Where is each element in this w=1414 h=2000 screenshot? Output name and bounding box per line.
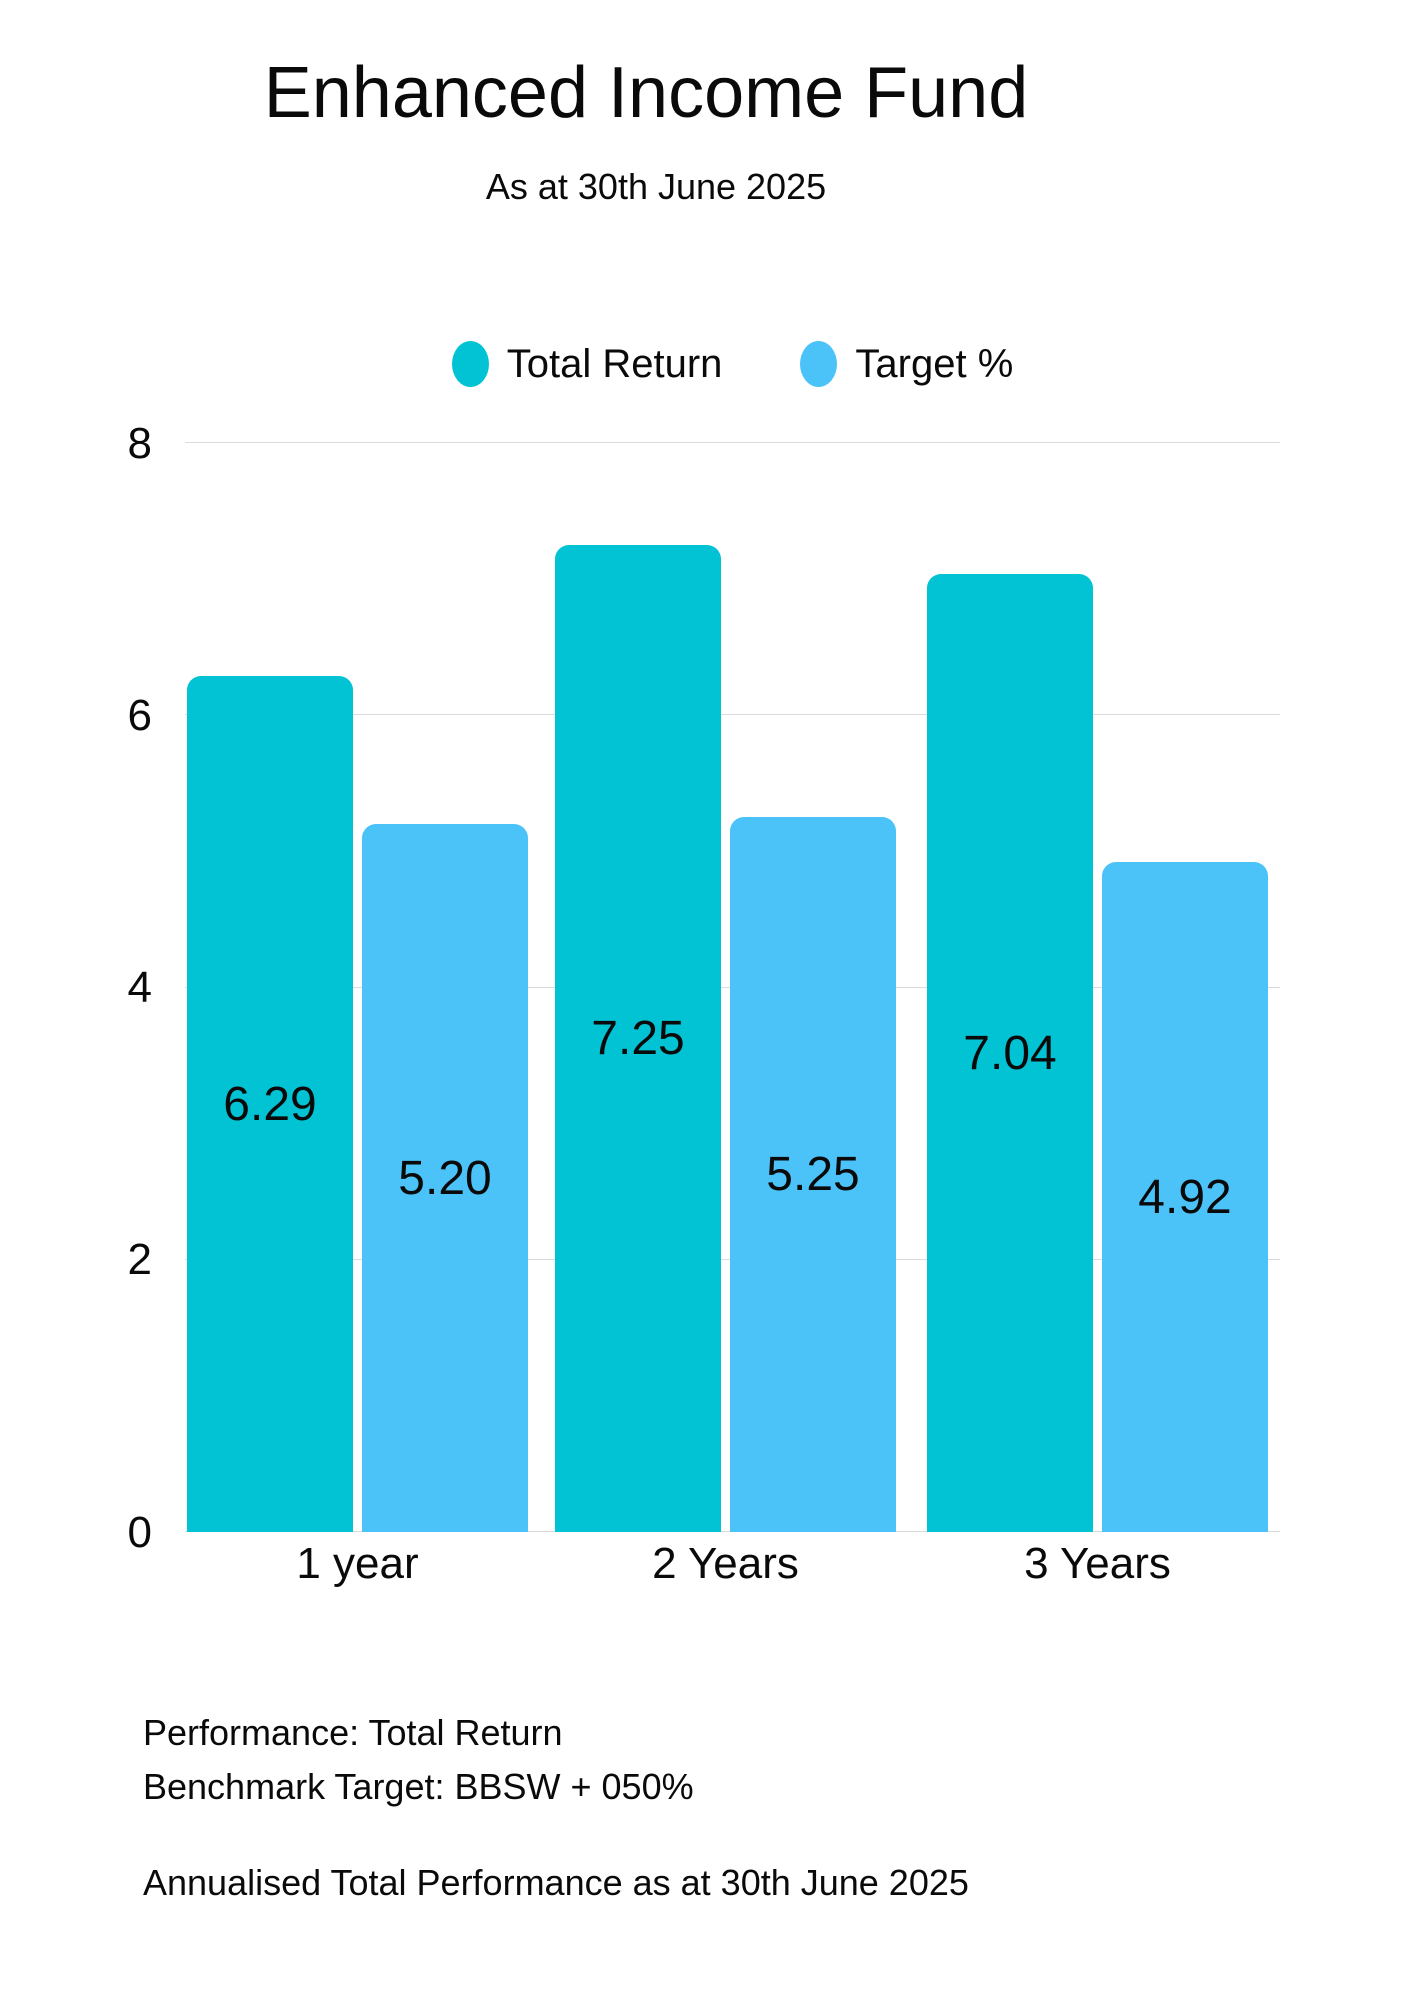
bar-target-2-years: 5.25 bbox=[730, 817, 896, 1532]
legend-item-label: Target % bbox=[855, 341, 1014, 386]
legend-item-label: Total Return bbox=[506, 341, 723, 386]
bar-total-return-3-years: 7.04 bbox=[927, 574, 1093, 1532]
bar-total-return-1-year: 6.29 bbox=[187, 676, 353, 1532]
x-axis-label-1-year: 1 year bbox=[296, 1539, 419, 1588]
y-axis-tick-label-2: 2 bbox=[127, 1235, 152, 1285]
bar-value-label: 4.92 bbox=[1138, 1170, 1232, 1224]
bar-group-3-years: 7.04 4.92 bbox=[927, 443, 1268, 1532]
bar-target-3-years: 4.92 bbox=[1102, 862, 1268, 1532]
bar-total-return-2-years: 7.25 bbox=[555, 545, 721, 1532]
y-axis-tick-label-8: 8 bbox=[127, 418, 152, 468]
bar-group-1-year: 6.29 5.20 bbox=[187, 443, 528, 1532]
gridline-8 bbox=[185, 442, 1280, 443]
legend-item-total-return: Total Return bbox=[451, 341, 723, 387]
chart-subtitle: As at 30th June 2025 bbox=[485, 166, 827, 207]
gridline-6 bbox=[185, 714, 1280, 716]
bar-value-label: 5.20 bbox=[398, 1151, 492, 1205]
bar-value-label: 7.04 bbox=[963, 1026, 1057, 1080]
bar-value-label: 5.25 bbox=[766, 1148, 860, 1201]
legend-item-target: Target % bbox=[800, 341, 1013, 387]
bar-group-2-years: 7.25 5.25 bbox=[555, 443, 896, 1532]
x-axis-label-2-years: 2 Years bbox=[652, 1539, 799, 1588]
y-axis-tick-label-4: 4 bbox=[127, 963, 152, 1012]
chart-legend: Total Return Target % bbox=[185, 338, 1280, 390]
footer-annualised-note: Annualised Total Performance as at 30th … bbox=[143, 1862, 969, 1903]
legend-dot-icon bbox=[451, 341, 489, 387]
plot-area: 6.29 5.20 1 year 7.25 5.25 2 Years 7.04 4.92 3 Y… bbox=[185, 442, 1280, 1588]
bar-target-1-year: 5.20 bbox=[362, 824, 528, 1532]
footer-performance-block: Performance: Total Return Benchmark Targ… bbox=[143, 1706, 694, 1814]
chart-title: Enhanced Income Fund bbox=[263, 53, 1029, 133]
footer-performance-line: Performance: Total Return bbox=[143, 1712, 563, 1753]
bar-value-label: 6.29 bbox=[223, 1077, 317, 1131]
footer-benchmark-line: Benchmark Target: BBSW + 050% bbox=[143, 1766, 694, 1807]
x-axis-label-3-years: 3 Years bbox=[1024, 1539, 1171, 1588]
y-axis: 8 6 4 2 0 bbox=[0, 419, 158, 1557]
legend-dot-icon bbox=[800, 341, 838, 387]
y-axis-tick-label-0: 0 bbox=[127, 1507, 152, 1557]
y-axis-tick-label-6: 6 bbox=[127, 690, 152, 740]
bar-value-label: 7.25 bbox=[591, 1012, 685, 1065]
